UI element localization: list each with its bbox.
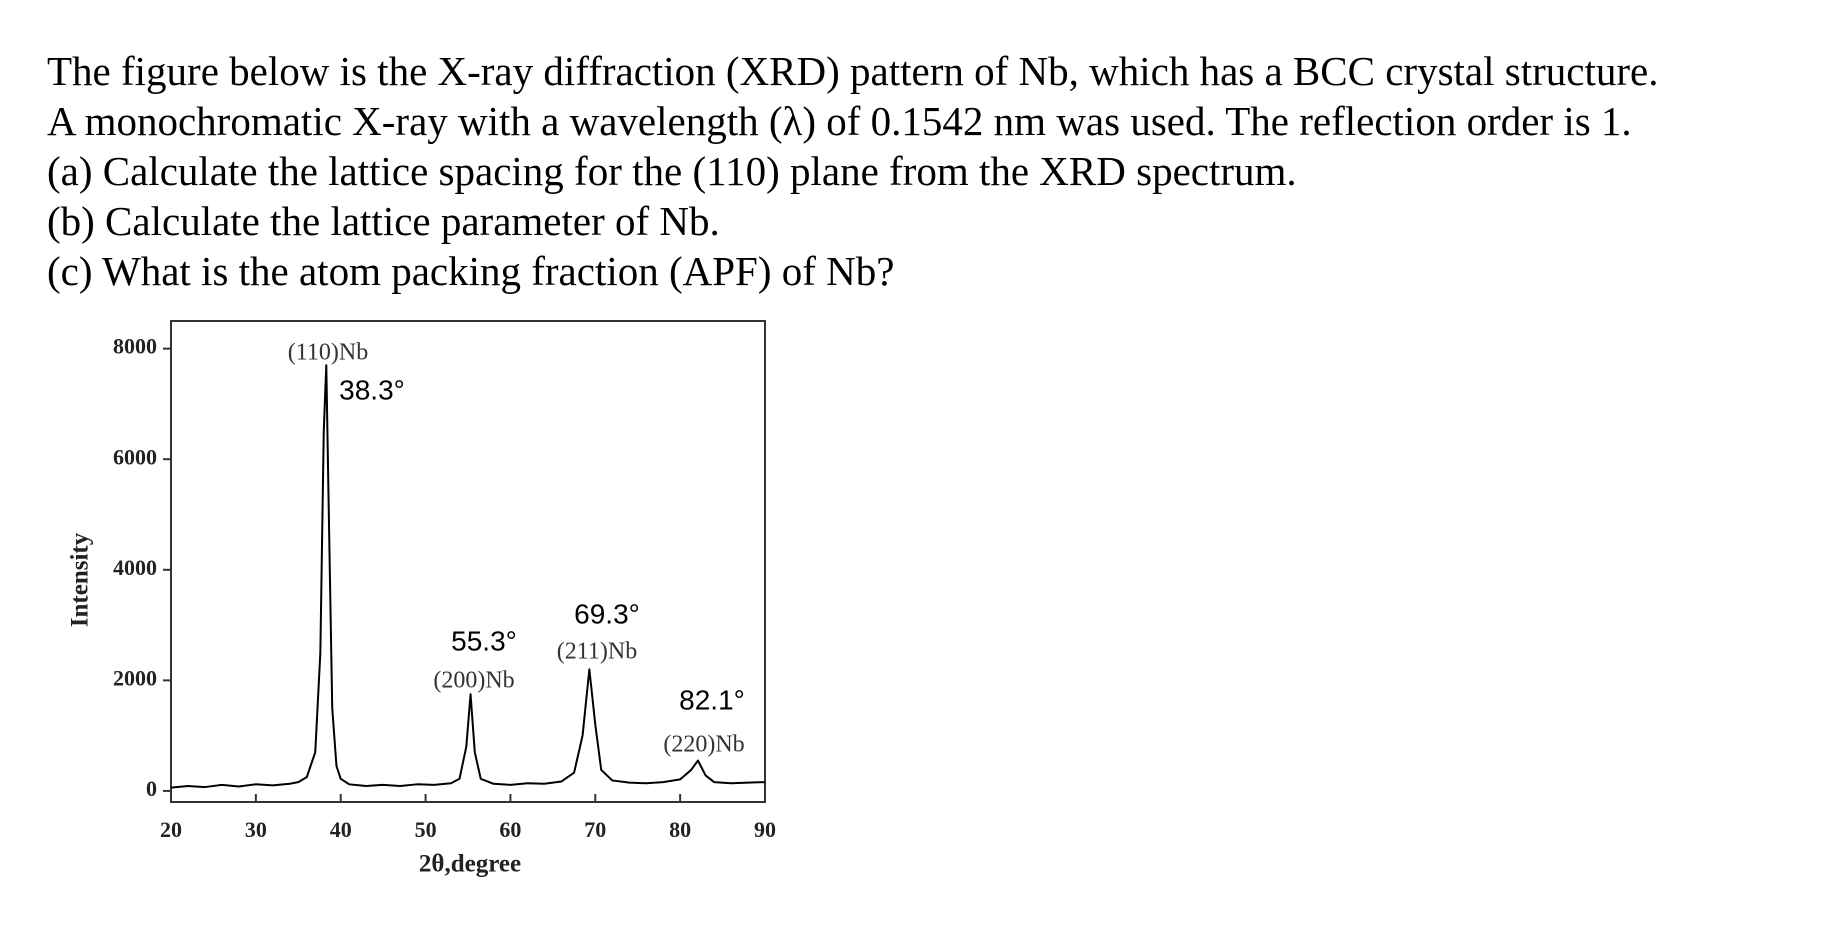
question-line: (c) What is the atom packing fraction (A… [47, 248, 895, 294]
question-line: A monochromatic X-ray with a wavelength … [47, 98, 1632, 144]
question-line: The figure below is the X-ray diffractio… [47, 48, 1659, 94]
peak-annotation: (220)Nb [663, 732, 744, 758]
peak-annotation: (110)Nb [288, 340, 368, 366]
y-axis-label: Intensity [67, 532, 94, 627]
plot-frame [170, 320, 766, 803]
x-tick-label: 20 [160, 817, 182, 842]
peak-annotation: 38.3° [339, 374, 405, 405]
y-tick-label: 2000 [113, 665, 157, 690]
y-tick-label: 8000 [113, 334, 157, 359]
y-tick-label: 4000 [113, 555, 157, 580]
x-axis-label: 2θ,degree [419, 851, 521, 878]
x-tick-label: 90 [754, 817, 776, 842]
peak-annotation: (200)Nb [433, 668, 514, 694]
x-tick-label: 50 [415, 817, 437, 842]
x-tick-label: 80 [669, 817, 691, 842]
y-tick-label: 6000 [113, 444, 157, 469]
y-tick-label: 0 [146, 776, 157, 801]
spectrum-line [170, 364, 766, 789]
question-text: The figure below is the X-ray diffractio… [47, 46, 1658, 296]
x-tick-label: 70 [584, 817, 606, 842]
peak-annotation: 55.3° [451, 625, 517, 656]
peak-annotation: 82.1° [679, 684, 745, 715]
question-line: (a) Calculate the lattice spacing for th… [47, 148, 1297, 194]
peak-annotation: 69.3° [574, 598, 640, 629]
x-tick-label: 60 [499, 817, 521, 842]
x-tick-label: 30 [245, 817, 267, 842]
peak-annotation: (211)Nb [557, 639, 637, 665]
x-tick-label: 40 [330, 817, 352, 842]
question-line: (b) Calculate the lattice parameter of N… [47, 198, 720, 244]
